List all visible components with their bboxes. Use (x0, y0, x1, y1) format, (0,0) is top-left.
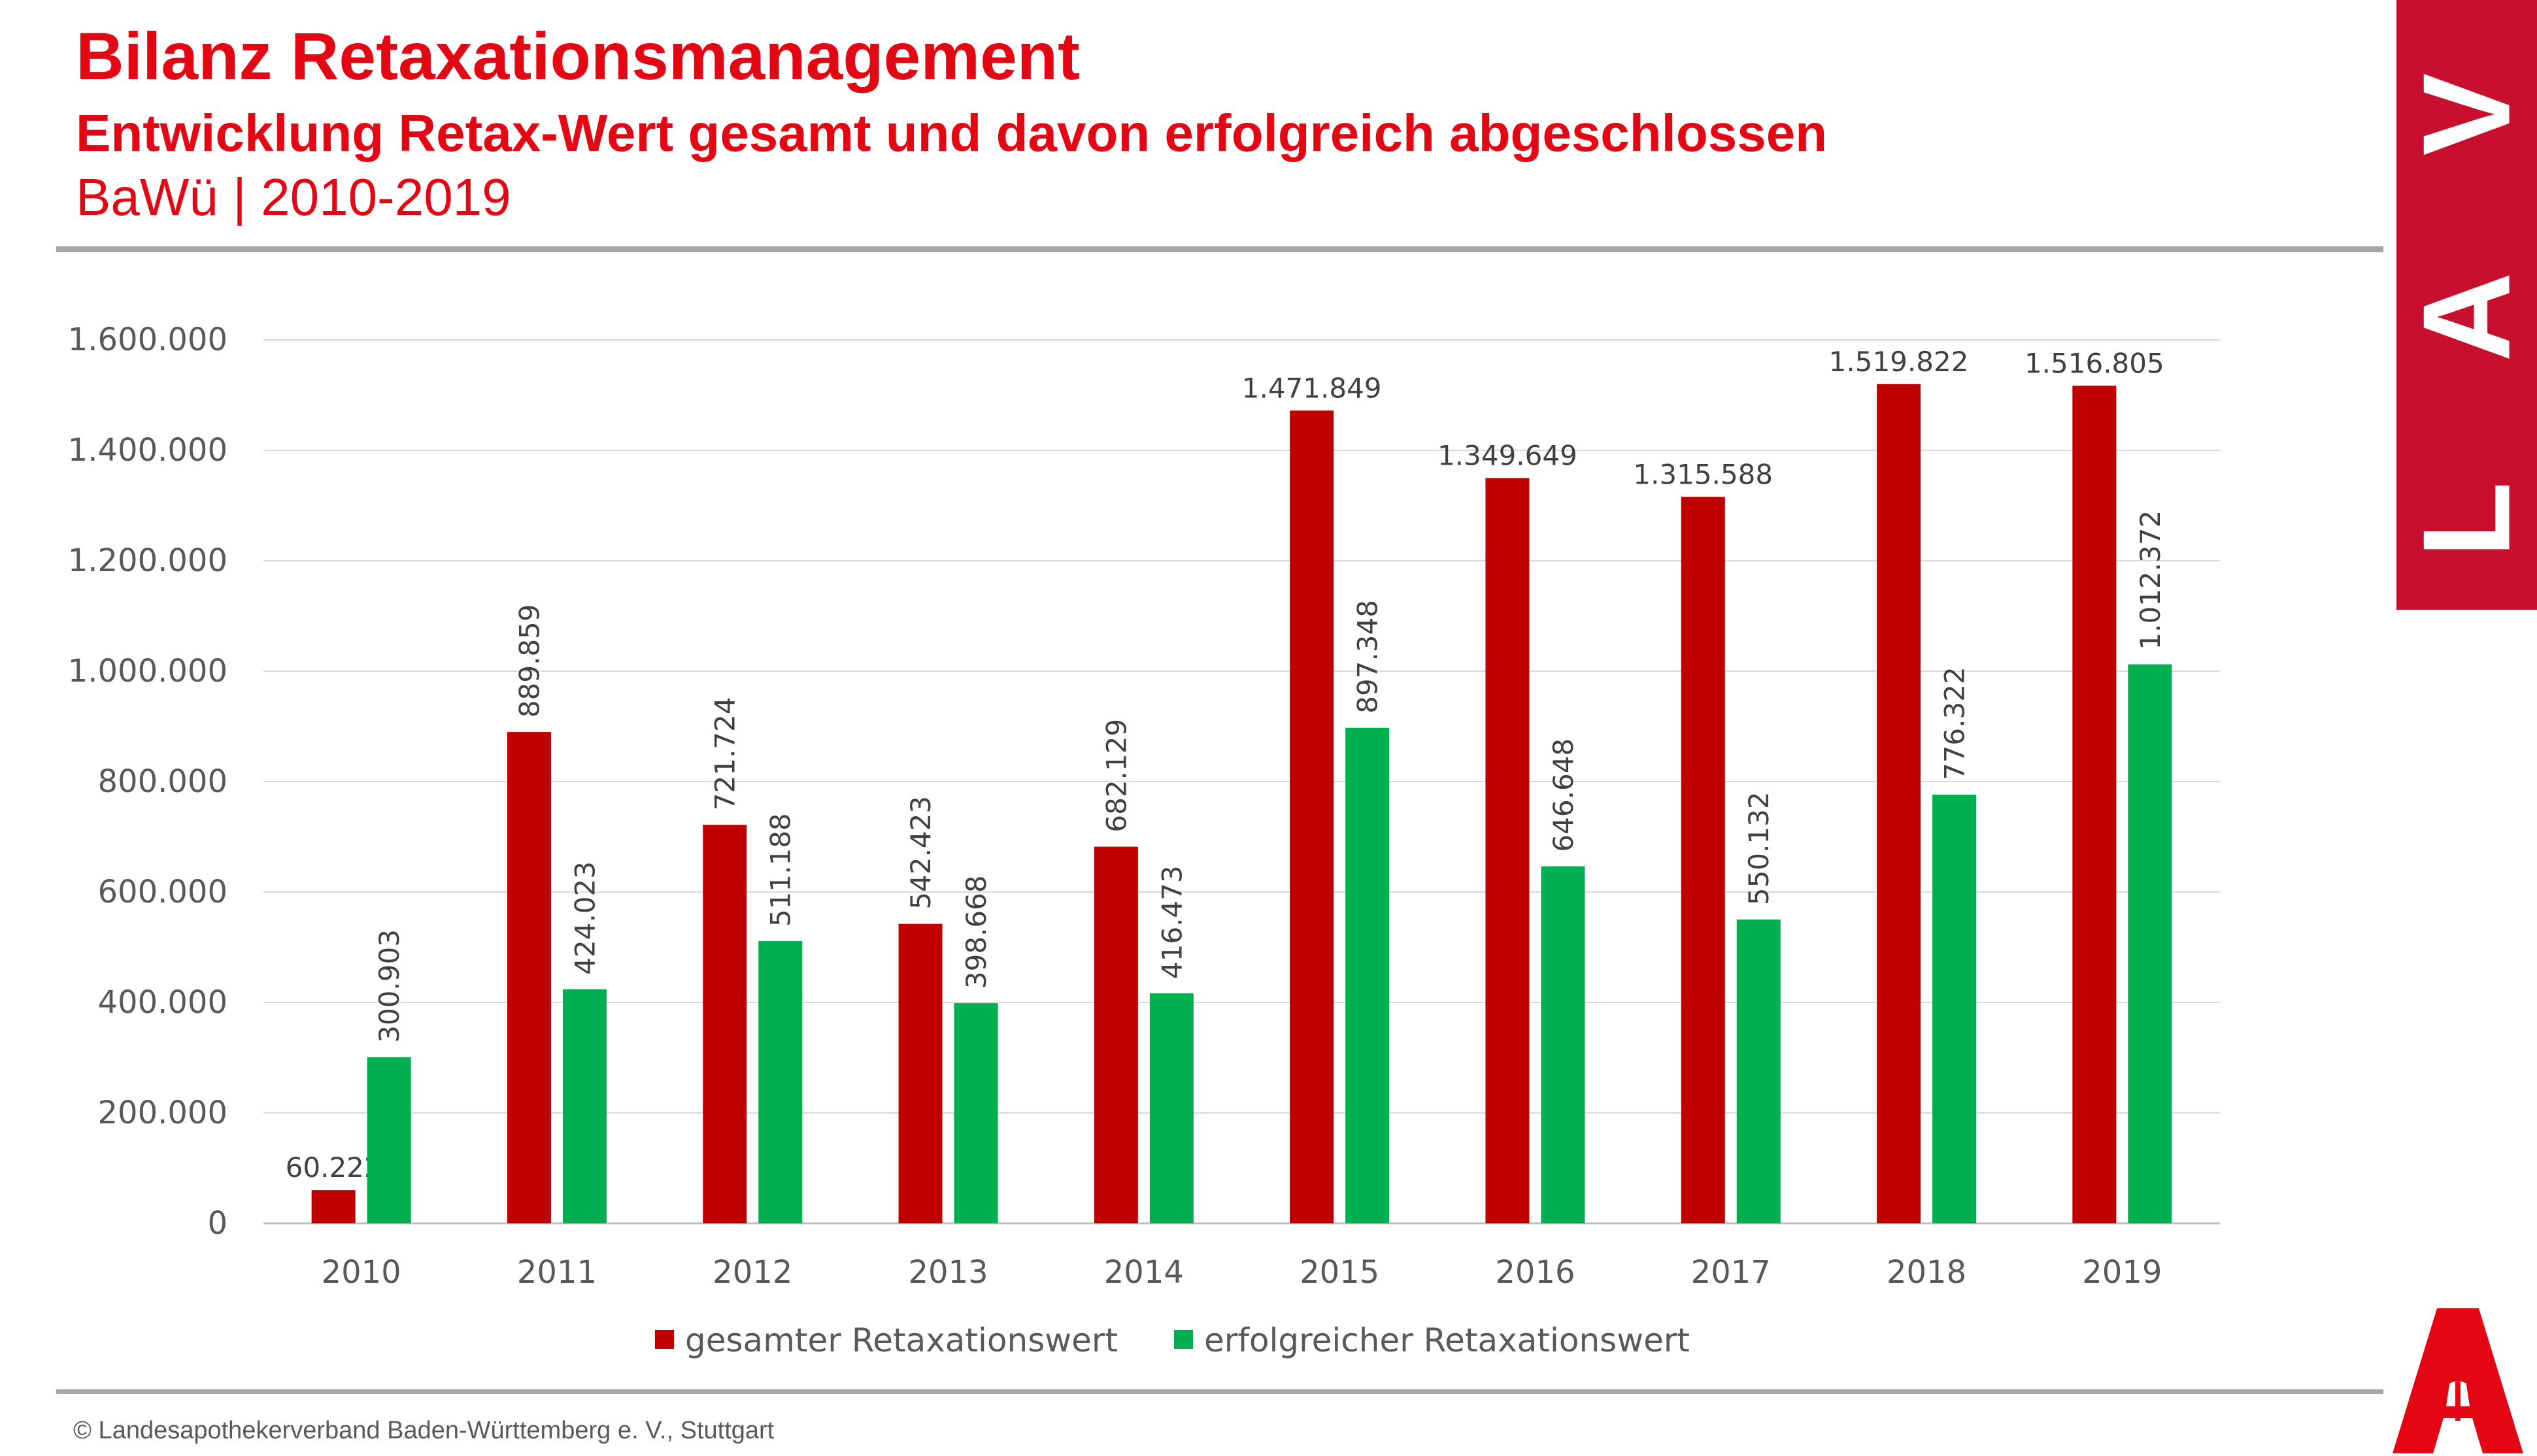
apotheke-a-icon (2393, 1308, 2523, 1453)
bar-gesamt (507, 732, 551, 1223)
x-tick-label: 2019 (2082, 1254, 2162, 1291)
data-label: 1.315.588 (1633, 458, 1773, 490)
x-tick-label: 2010 (322, 1254, 401, 1291)
data-label: 60.222 (286, 1151, 382, 1183)
x-tick-label: 2012 (713, 1254, 792, 1291)
data-label: 416.473 (1156, 865, 1188, 979)
data-label: 1.012.372 (2134, 510, 2166, 650)
data-label: 889.859 (513, 604, 545, 718)
bar-erfolgreich (1541, 866, 1585, 1223)
data-label: 721.724 (709, 697, 741, 810)
bar-erfolgreich (1932, 795, 1977, 1223)
bar-gesamt (311, 1190, 356, 1223)
bar-gesamt (1877, 384, 1921, 1223)
legend-gesamt-swatch (655, 1330, 674, 1349)
y-tick-label: 1.000.000 (68, 653, 227, 689)
header-divider (56, 246, 2383, 252)
data-label: 398.668 (960, 875, 992, 989)
bar-gesamt (898, 923, 943, 1223)
x-tick-label: 2017 (1691, 1254, 1771, 1291)
footer-copyright: © Landesapothekerverband Baden-Württembe… (73, 1417, 775, 1444)
data-label: 776.322 (1939, 667, 1971, 780)
data-label: 646.648 (1547, 738, 1579, 852)
data-label: 1.519.822 (1829, 346, 1969, 378)
data-label: 897.348 (1352, 600, 1384, 714)
bar-gesamt (1681, 497, 1725, 1223)
bar-erfolgreich (758, 941, 803, 1223)
bar-gesamt (1094, 846, 1138, 1223)
bar-erfolgreich (2128, 664, 2172, 1223)
slide-subtitle: Entwicklung Retax-Wert gesamt und davon … (76, 104, 1828, 162)
legend-gesamt-label: gesamter Retaxationswert (685, 1321, 1118, 1359)
bar-gesamt (703, 825, 747, 1223)
data-label: 511.188 (765, 813, 797, 927)
y-tick-label: 1.600.000 (68, 322, 227, 358)
x-tick-label: 2013 (908, 1254, 988, 1291)
footer-divider (56, 1389, 2383, 1394)
legend-erfolgreich-swatch (1174, 1330, 1193, 1349)
data-label: 424.023 (569, 861, 601, 975)
data-label: 1.471.849 (1242, 372, 1382, 404)
bar-gesamt (1290, 410, 1334, 1223)
x-tick-label: 2015 (1300, 1254, 1379, 1291)
bar-erfolgreich (1736, 919, 1781, 1223)
x-tick-label: 2016 (1495, 1254, 1575, 1291)
y-tick-label: 1.400.000 (68, 432, 227, 469)
bar-erfolgreich (1345, 727, 1390, 1223)
data-label: 1.349.649 (1437, 440, 1577, 472)
bar-erfolgreich (367, 1057, 411, 1223)
y-tick-label: 800.000 (98, 763, 228, 800)
y-tick-label: 0 (207, 1205, 227, 1242)
region-period-label: BaWü | 2010-2019 (76, 168, 511, 226)
x-tick-label: 2011 (517, 1254, 597, 1291)
bar-gesamt (1485, 478, 1530, 1223)
bar-erfolgreich (954, 1003, 998, 1223)
data-label: 542.423 (905, 796, 937, 910)
data-label: 682.129 (1100, 719, 1132, 833)
x-tick-label: 2014 (1104, 1254, 1184, 1291)
data-label: 1.516.805 (2025, 347, 2164, 379)
bar-erfolgreich (562, 989, 607, 1223)
y-tick-label: 600.000 (98, 874, 228, 910)
bar-gesamt (2072, 386, 2117, 1223)
bar-erfolgreich (1149, 993, 1194, 1223)
data-label: 550.132 (1743, 791, 1775, 905)
y-tick-label: 400.000 (98, 984, 228, 1021)
data-label: 300.903 (373, 929, 405, 1043)
y-tick-label: 1.200.000 (68, 542, 227, 579)
legend-erfolgreich-label: erfolgreicher Retaxationswert (1204, 1321, 1690, 1359)
lav-brand-band: L A V (2396, 0, 2537, 610)
y-tick-label: 200.000 (98, 1095, 228, 1131)
slide-title: Bilanz Retaxationsmanagement (76, 19, 1081, 93)
x-tick-label: 2018 (1887, 1254, 1966, 1291)
